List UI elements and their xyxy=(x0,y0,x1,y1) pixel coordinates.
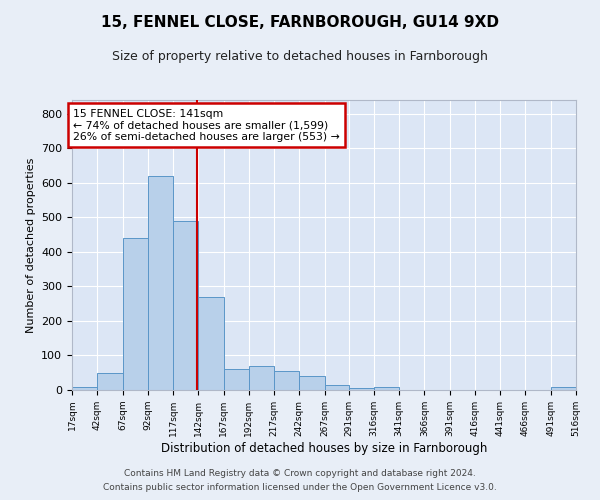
Bar xyxy=(274,371,299,390)
Text: Contains HM Land Registry data © Crown copyright and database right 2024.: Contains HM Land Registry data © Crown c… xyxy=(124,468,476,477)
Bar xyxy=(349,388,374,390)
Bar xyxy=(374,387,399,390)
Text: 15, FENNEL CLOSE, FARNBOROUGH, GU14 9XD: 15, FENNEL CLOSE, FARNBOROUGH, GU14 9XD xyxy=(101,15,499,30)
Bar xyxy=(173,221,198,390)
Bar xyxy=(224,370,249,390)
Bar xyxy=(325,385,349,390)
Bar xyxy=(299,376,325,390)
Bar xyxy=(551,386,576,390)
Bar xyxy=(122,238,148,390)
Bar xyxy=(249,366,274,390)
Bar xyxy=(148,176,173,390)
Y-axis label: Number of detached properties: Number of detached properties xyxy=(26,158,35,332)
Bar xyxy=(97,372,122,390)
X-axis label: Distribution of detached houses by size in Farnborough: Distribution of detached houses by size … xyxy=(161,442,487,454)
Text: Size of property relative to detached houses in Farnborough: Size of property relative to detached ho… xyxy=(112,50,488,63)
Text: 15 FENNEL CLOSE: 141sqm
← 74% of detached houses are smaller (1,599)
26% of semi: 15 FENNEL CLOSE: 141sqm ← 74% of detache… xyxy=(73,108,340,142)
Text: Contains public sector information licensed under the Open Government Licence v3: Contains public sector information licen… xyxy=(103,484,497,492)
Bar xyxy=(72,386,97,390)
Bar xyxy=(198,297,224,390)
